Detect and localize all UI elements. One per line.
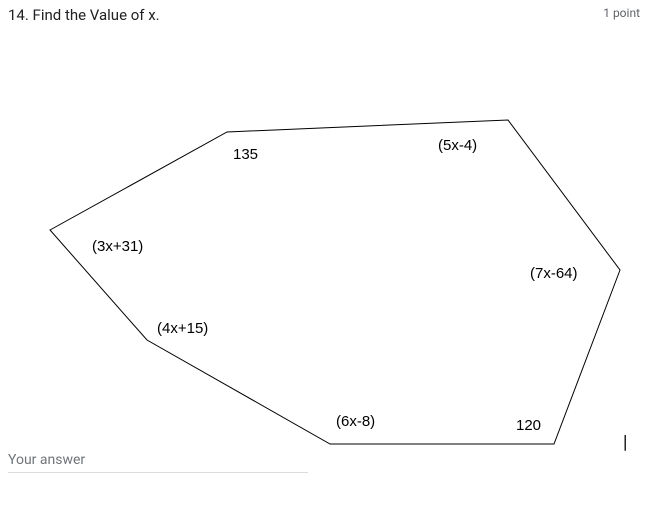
vertex-label: 120 (516, 417, 541, 434)
vertex-label: (6x-8) (336, 413, 375, 430)
question-title: 14. Find the Value of x. (8, 6, 160, 24)
figure-container: 135(5x-4)(3x+31)(7x-64)(4x+15)(6x-8)120 … (0, 24, 648, 444)
vertex-label: (4x+15) (157, 320, 208, 337)
vertex-label: (7x-64) (530, 265, 578, 282)
vertex-label: (5x-4) (438, 137, 477, 154)
cursor-mark: | (623, 432, 627, 453)
points-label: 1 point (603, 6, 640, 20)
vertex-label: 135 (233, 146, 258, 163)
vertex-label: (3x+31) (92, 238, 143, 255)
